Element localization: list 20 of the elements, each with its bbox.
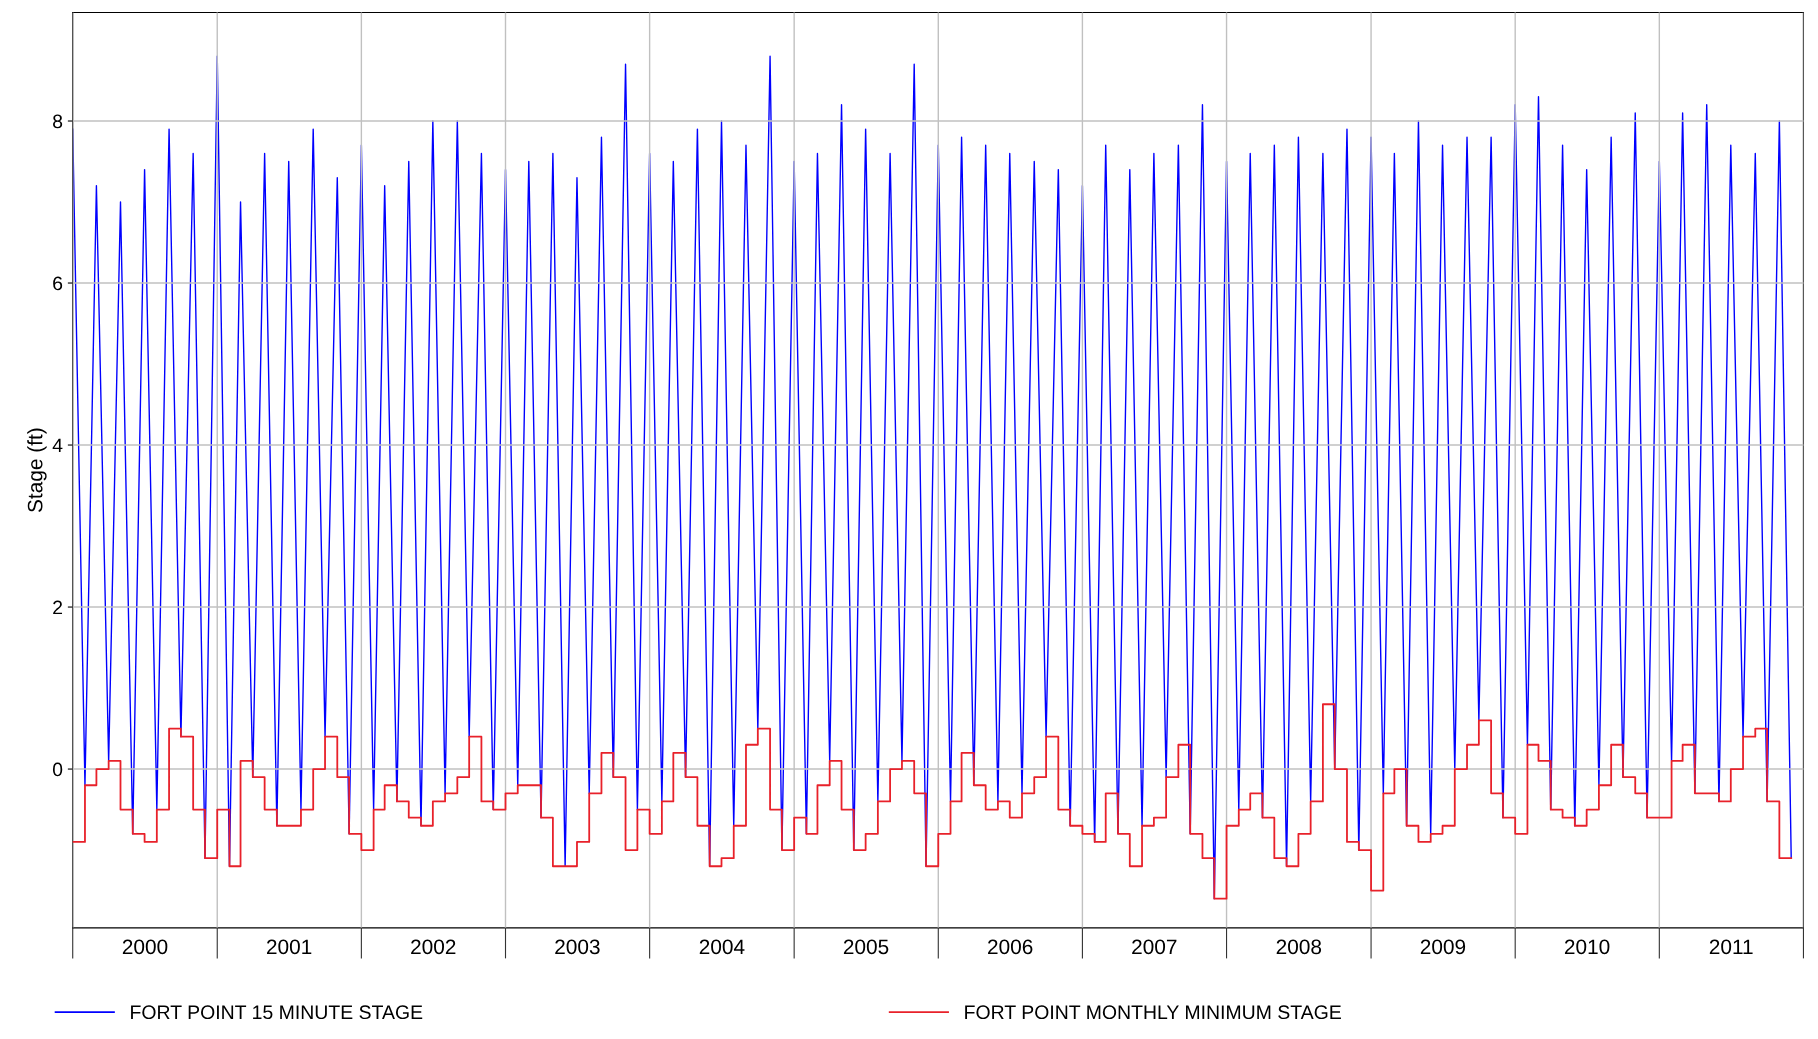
x-tick-label: 2005 bbox=[843, 939, 889, 955]
x-tick-label: 2006 bbox=[988, 939, 1033, 955]
y-tick-label: 2 bbox=[53, 600, 63, 615]
y-tick-label: 0 bbox=[52, 762, 63, 777]
x-tick-label: 2009 bbox=[1420, 939, 1466, 955]
y-axis-title: Stage (ft) bbox=[27, 428, 47, 513]
x-tick-label: 2003 bbox=[555, 939, 600, 955]
y-tick-label: 8 bbox=[53, 114, 63, 129]
x-tick-label: 2002 bbox=[411, 939, 456, 955]
y-tick-label: 4 bbox=[52, 438, 63, 453]
x-tick-label: 2001 bbox=[266, 939, 312, 955]
x-tick-label: 2000 bbox=[122, 939, 168, 955]
x-tick-label: 2008 bbox=[1276, 939, 1322, 955]
y-tick-label: 6 bbox=[53, 276, 63, 291]
x-tick-label: 2011 bbox=[1709, 939, 1753, 955]
x-tick-label: 2010 bbox=[1564, 939, 1610, 955]
x-tick-label: 2004 bbox=[699, 939, 745, 955]
x-tick-label: 2007 bbox=[1132, 939, 1177, 955]
legend-label: FORT POINT 15 MINUTE STAGE bbox=[131, 1005, 423, 1020]
legend-label: FORT POINT MONTHLY MINIMUM STAGE bbox=[965, 1005, 1341, 1020]
